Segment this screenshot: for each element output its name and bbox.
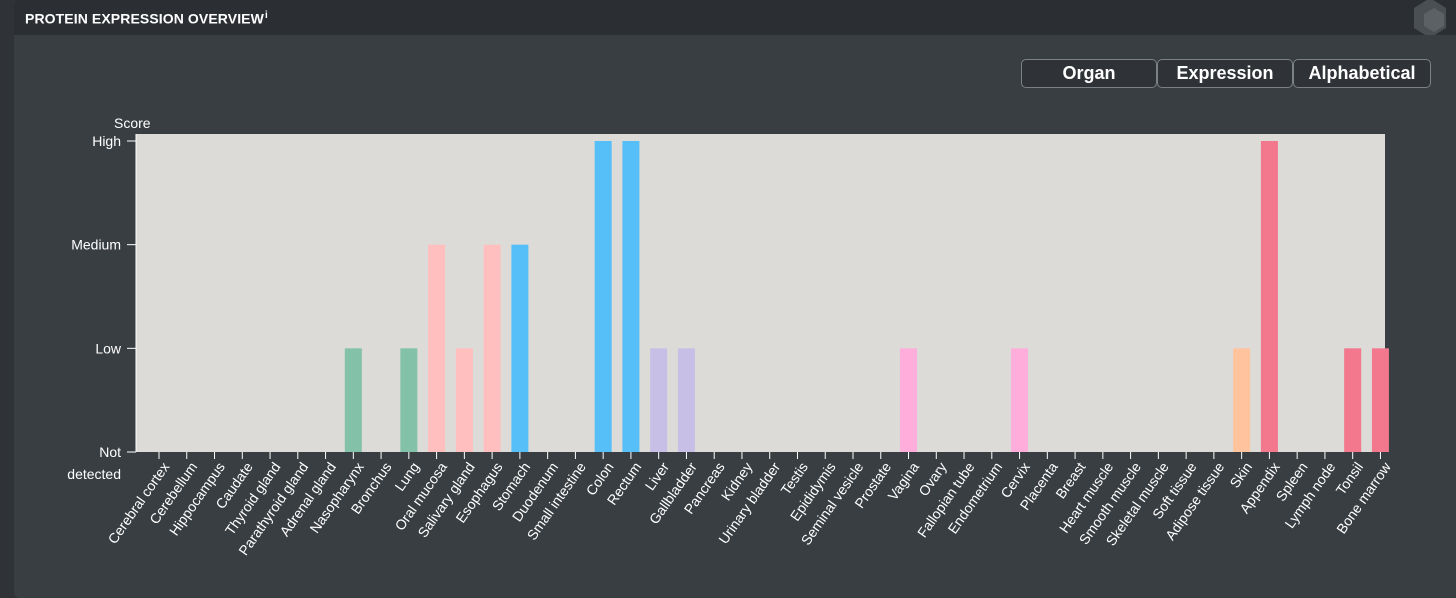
sort-expression-button[interactable]: Expression [1157,59,1293,88]
panel-header: PROTEIN EXPRESSION OVERVIEWi [14,0,1456,35]
bar-rectum [622,141,640,452]
protein-expression-panel: PROTEIN EXPRESSION OVERVIEWi Organ Expre… [14,0,1456,598]
bar-cervix [1011,348,1029,452]
bar-nasopharynx [344,348,362,452]
bar-bone-marrow [1371,348,1389,452]
bar-skin [1233,348,1251,452]
bar-gallbladder [677,348,695,452]
info-icon[interactable]: i [264,10,268,21]
sort-alphabetical-button[interactable]: Alphabetical [1293,59,1431,88]
bar-esophagus [483,244,501,452]
panel-title: PROTEIN EXPRESSION OVERVIEWi [25,10,268,27]
y-tick-label: Not [99,444,121,460]
bar-appendix [1260,141,1278,452]
bar-salivary-gland [455,348,473,452]
plot-area [136,134,1385,452]
bar-liver [650,348,668,452]
y-tick-label: High [92,133,121,149]
hexagon-logo-icon [1414,0,1446,35]
bar-colon [594,141,612,452]
y-tick-label: Medium [71,237,121,253]
bar-oral-mucosa [428,244,446,452]
y-axis-label: Score [114,115,151,131]
bar-lung [400,348,418,452]
panel-title-text: PROTEIN EXPRESSION OVERVIEW [25,10,264,27]
sort-organ-button[interactable]: Organ [1021,59,1157,88]
y-tick-label: detected [67,466,121,482]
bar-stomach [511,244,529,452]
bar-vagina [900,348,918,452]
bar-tonsil [1344,348,1362,452]
y-tick-label: Low [95,340,122,356]
